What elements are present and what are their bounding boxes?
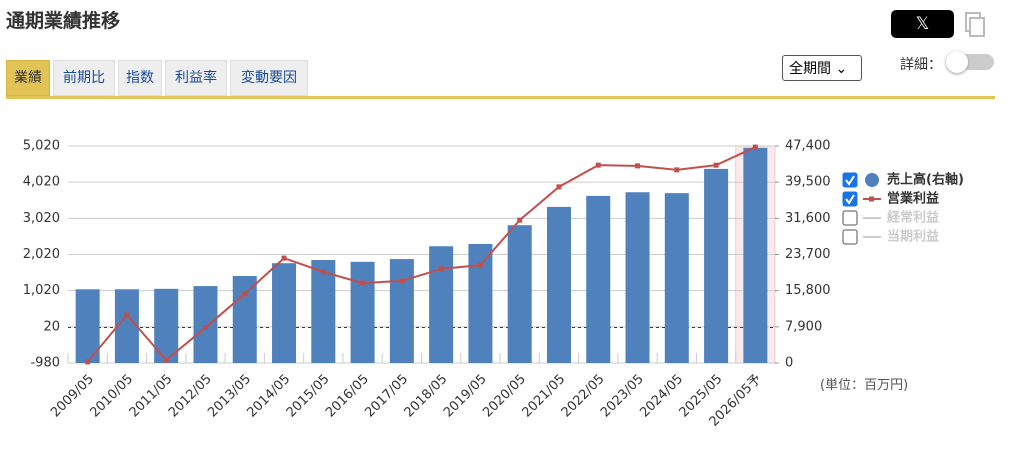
line-marker xyxy=(595,162,601,168)
legend-checkbox[interactable] xyxy=(842,191,858,207)
unit-note: (単位：百万円) xyxy=(820,378,909,393)
y2-tick-label: 47,400 xyxy=(785,139,831,154)
y2-tick-label: 7,900 xyxy=(785,319,822,334)
line-marker xyxy=(635,163,641,169)
y-tick-label: 3,020 xyxy=(23,211,60,226)
bar xyxy=(586,195,611,363)
bar xyxy=(193,286,218,363)
y-tick-label: 2,020 xyxy=(23,247,60,262)
title: 通期業績推移 xyxy=(6,10,121,32)
share-x[interactable]: 𝕏 xyxy=(891,10,954,38)
line-marker xyxy=(674,167,680,173)
y2-tick-label: 31,600 xyxy=(785,211,831,226)
period-select[interactable]: 全期間 ⌄ xyxy=(782,55,862,81)
y-tick-label: 5,020 xyxy=(23,139,60,154)
tab[interactable]: 前期比 xyxy=(53,60,115,96)
line-marker xyxy=(281,255,287,261)
line-marker xyxy=(202,325,208,331)
check xyxy=(845,175,855,186)
y-tick-label: 4,020 xyxy=(23,175,60,190)
tab[interactable]: 変動要因 xyxy=(230,60,308,96)
line-marker xyxy=(399,278,405,284)
period-label: 全期間 xyxy=(789,61,831,77)
check xyxy=(845,194,855,205)
legend-label: 経常利益 xyxy=(887,210,939,226)
legend-swatch xyxy=(869,196,874,202)
legend-swatch xyxy=(865,173,879,187)
y2-tick-label: 23,700 xyxy=(785,247,831,262)
line xyxy=(86,146,756,363)
legend-label: 当期利益 xyxy=(887,229,939,245)
line-marker xyxy=(85,359,91,365)
bar xyxy=(704,168,729,363)
bar xyxy=(350,261,375,363)
bar xyxy=(75,289,100,363)
legend-checkbox[interactable] xyxy=(842,229,858,245)
line-marker xyxy=(517,217,523,223)
y-tick-label: 1,020 xyxy=(23,283,60,298)
bar xyxy=(664,193,689,363)
line-marker xyxy=(752,144,758,150)
bar xyxy=(114,289,139,363)
bar xyxy=(468,243,493,363)
line-marker xyxy=(713,162,719,168)
bar xyxy=(546,206,571,363)
bar xyxy=(311,259,336,363)
bar xyxy=(272,263,297,363)
legend-checkbox[interactable] xyxy=(842,172,858,188)
line-marker xyxy=(360,280,366,286)
line-marker xyxy=(163,357,169,363)
y2-tick-label: 39,500 xyxy=(785,175,831,190)
bar xyxy=(625,192,650,363)
bar xyxy=(743,147,768,363)
line-marker xyxy=(556,184,562,190)
line-marker xyxy=(438,266,444,272)
bar xyxy=(429,246,454,363)
bar xyxy=(232,276,257,363)
copy-icon[interactable] xyxy=(962,10,988,38)
y-tick-label: -980 xyxy=(30,356,60,371)
line-marker xyxy=(477,262,483,268)
tab[interactable]: 指数 xyxy=(118,60,162,96)
bar xyxy=(389,259,414,363)
detail-label: 詳細： xyxy=(900,57,942,73)
line-marker xyxy=(124,312,130,318)
tab-underline xyxy=(6,96,995,99)
line-marker xyxy=(242,291,248,297)
tab[interactable]: 利益率 xyxy=(165,60,227,96)
legend-checkbox[interactable] xyxy=(842,210,858,226)
detail-toggle[interactable] xyxy=(946,51,994,73)
legend-label: 売上高(右軸) xyxy=(887,172,964,188)
y2-tick-label: 0 xyxy=(785,356,793,371)
bar xyxy=(507,225,532,363)
line-marker xyxy=(320,269,326,275)
y-tick-label: 20 xyxy=(43,319,60,334)
tab[interactable]: 業績 xyxy=(6,60,50,96)
legend-label: 営業利益 xyxy=(887,191,939,207)
y2-tick-label: 15,800 xyxy=(785,283,831,298)
